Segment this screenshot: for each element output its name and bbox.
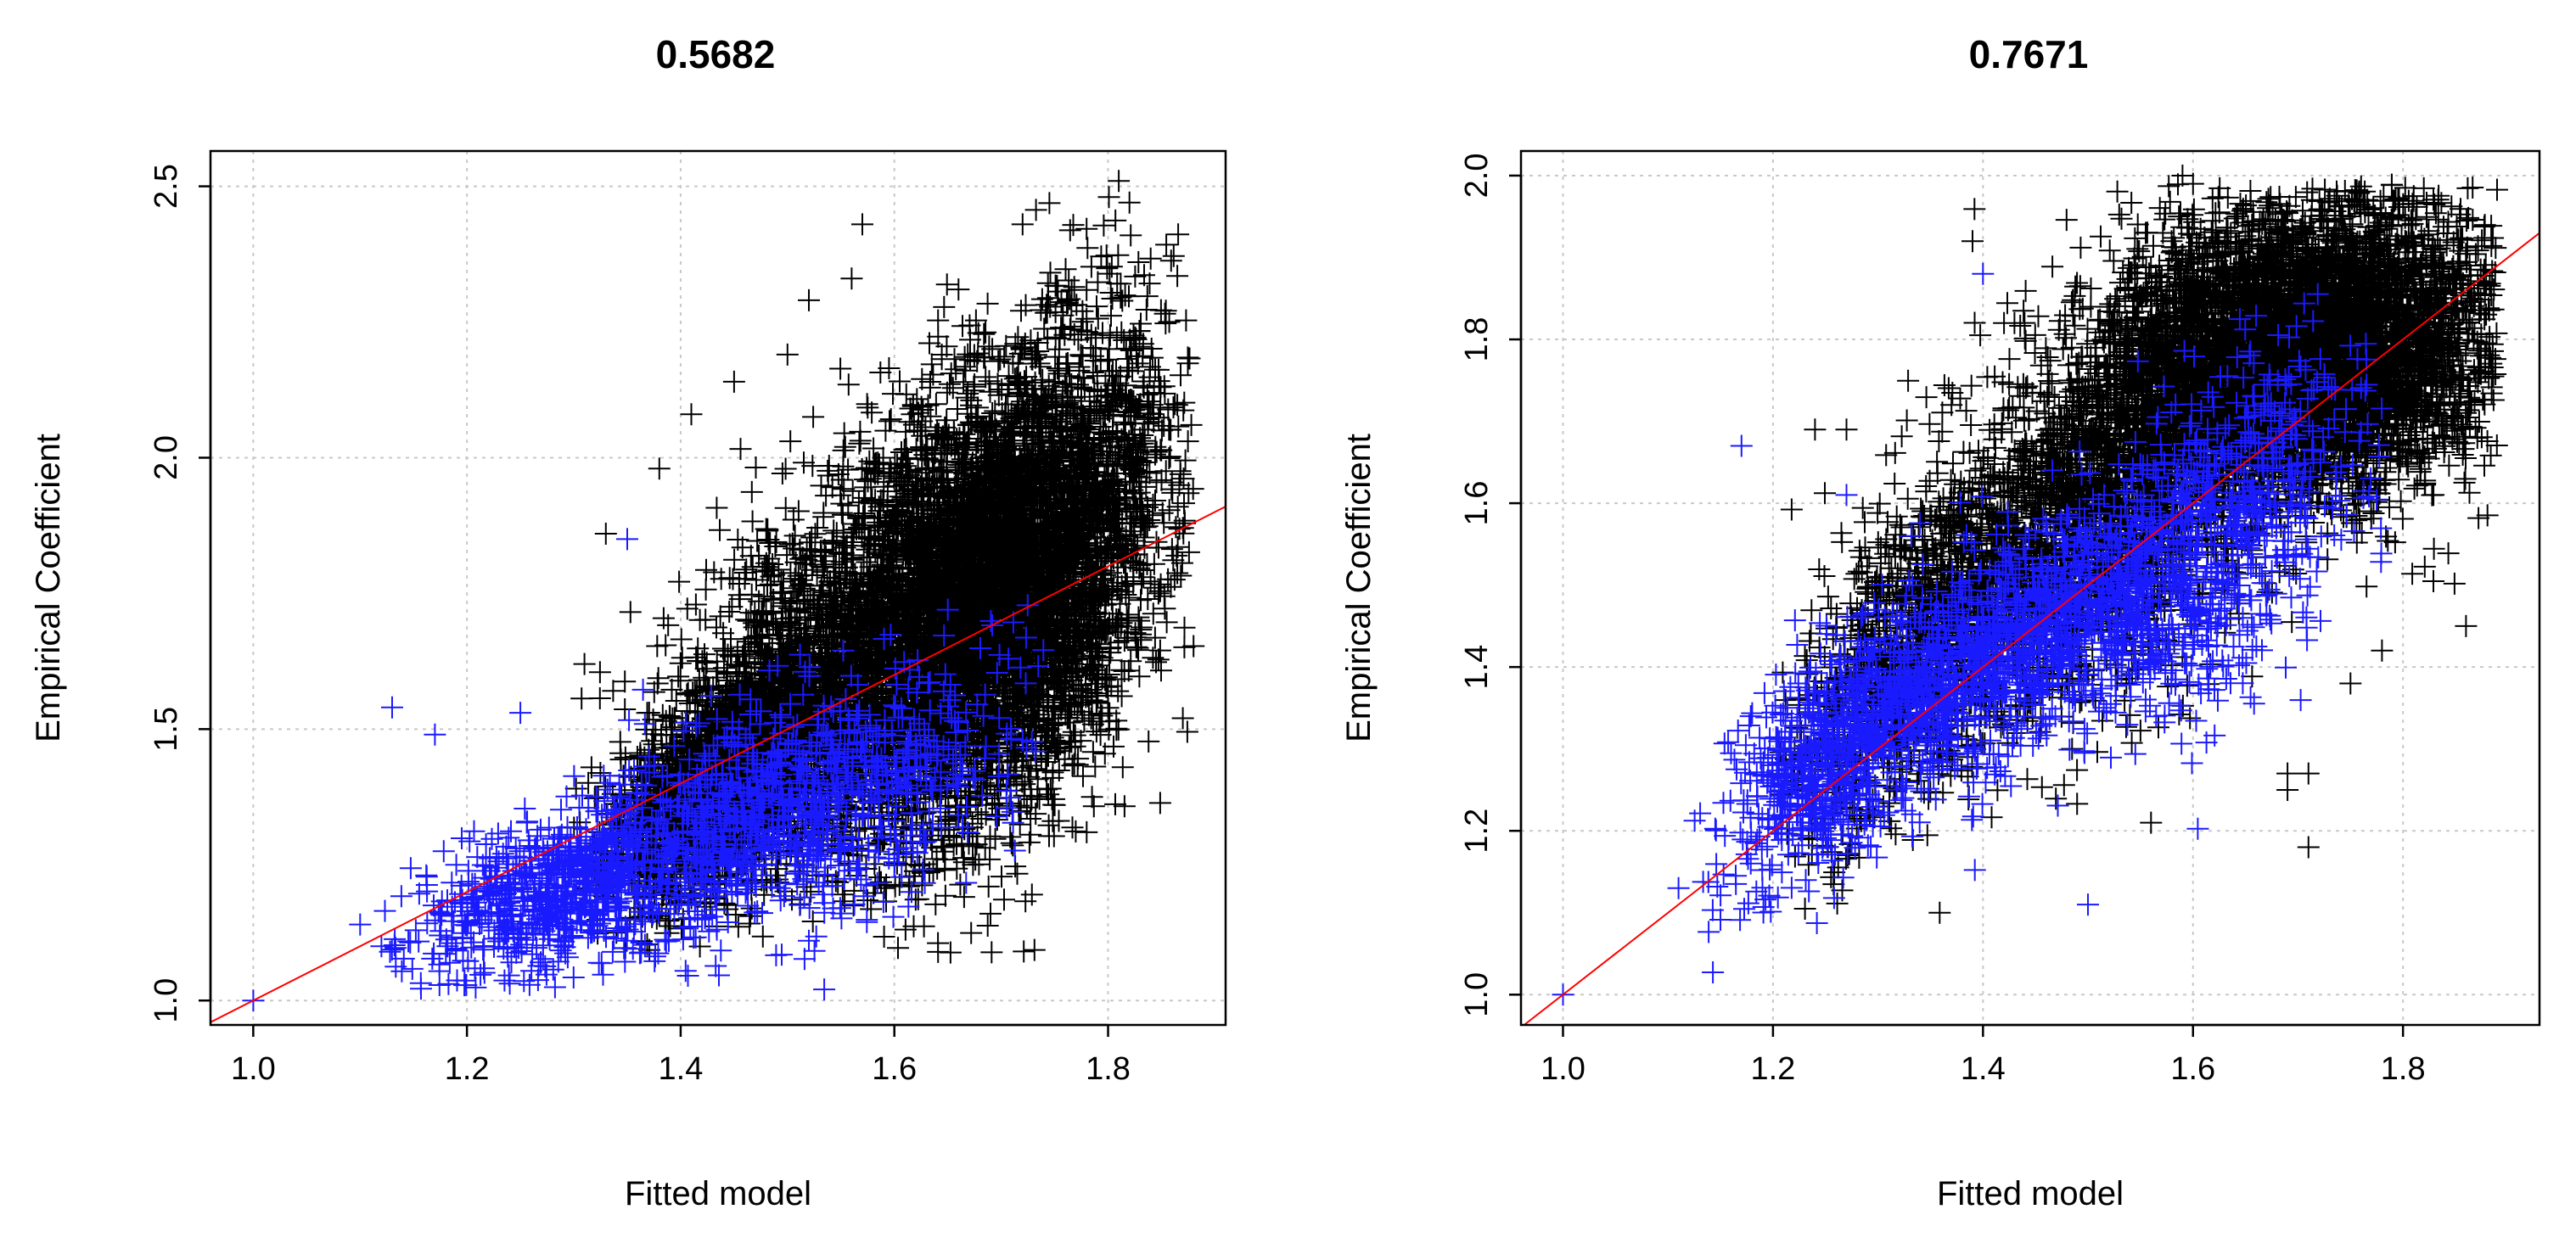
x-tick-label: 1.8 xyxy=(1086,1051,1131,1087)
x-tick-label: 1.4 xyxy=(1961,1051,2006,1087)
data-points-blue-series xyxy=(1552,262,2394,1006)
x-tick-label: 1.0 xyxy=(1541,1051,1585,1087)
x-axis: 1.0 1.2 1.4 1.6 1.8 xyxy=(231,1023,1131,1087)
panel-title: 0.5682 xyxy=(656,32,776,76)
y-tick-label: 1.6 xyxy=(1459,481,1495,526)
fit-line xyxy=(210,506,1226,1023)
y-axis-label: Empirical Coefficient xyxy=(30,434,67,742)
x-axis: 1.0 1.2 1.4 1.6 1.8 xyxy=(1541,1023,2426,1087)
x-tick-label: 1.8 xyxy=(2381,1051,2426,1087)
y-tick-label: 1.4 xyxy=(1459,645,1495,690)
y-axis: 1.0 1.2 1.4 1.6 1.8 2.0 xyxy=(1459,154,1523,1017)
y-tick-label: 1.8 xyxy=(1459,317,1495,362)
data-points xyxy=(242,170,1205,1012)
panel-title: 0.7671 xyxy=(1969,32,2089,76)
x-tick-label: 1.6 xyxy=(2170,1051,2215,1087)
x-tick-label: 1.4 xyxy=(659,1051,704,1087)
y-tick-label: 1.5 xyxy=(149,707,184,752)
x-tick-label: 1.2 xyxy=(1750,1051,1795,1087)
scatter-panel-left: 0.5682 1.0 1.2 1.4 1.6 1.8 1.0 1.5 2.0 2.5 Fitt… xyxy=(30,32,1227,1212)
x-tick-label: 1.6 xyxy=(872,1051,917,1087)
y-axis: 1.0 1.5 2.0 2.5 xyxy=(149,164,212,1023)
scatter-panel-right: 0.7671 1.0 1.2 1.4 1.6 1.8 1.0 1.2 1.4 1.6 1.8 2.… xyxy=(1340,32,2541,1212)
x-axis-label: Fitted model xyxy=(1937,1175,2124,1212)
data-points-blue-series xyxy=(242,528,1055,1012)
y-axis-label: Empirical Coefficient xyxy=(1340,434,1378,742)
grid-lines xyxy=(210,151,1226,1025)
x-tick-label: 1.0 xyxy=(231,1051,276,1087)
y-tick-label: 2.0 xyxy=(149,435,184,480)
y-tick-label: 2.0 xyxy=(1459,154,1495,199)
fit-line xyxy=(1524,232,2540,1026)
data-points xyxy=(1552,165,2508,1006)
x-tick-label: 1.2 xyxy=(445,1051,490,1087)
y-tick-label: 2.5 xyxy=(149,164,184,209)
y-tick-label: 1.2 xyxy=(1459,809,1495,854)
y-tick-label: 1.0 xyxy=(149,978,184,1023)
x-axis-label: Fitted model xyxy=(625,1175,811,1212)
y-tick-label: 1.0 xyxy=(1459,972,1495,1017)
